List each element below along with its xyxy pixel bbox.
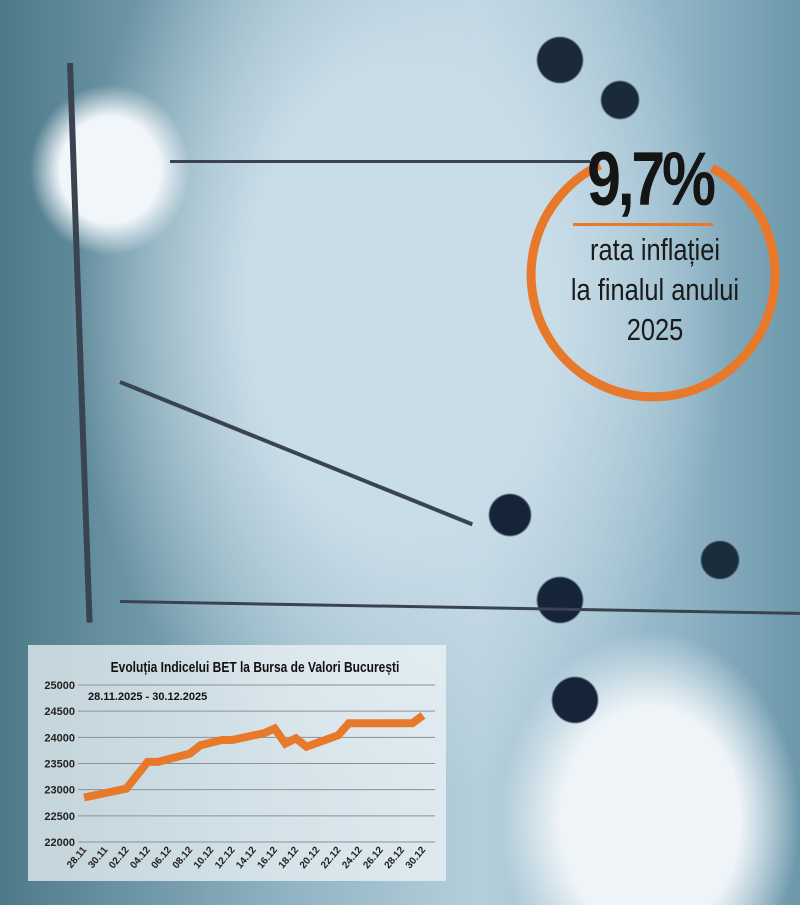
x-tick-label: 16.12 [255,845,280,872]
inflation-label-1: rata inflației [590,232,720,267]
y-tick-label: 23500 [44,759,75,771]
x-tick-label: 24.12 [340,845,365,872]
x-tick-label: 28.12 [383,845,408,872]
x-tick-label: 12.12 [213,845,238,872]
y-tick-label: 24500 [44,706,75,718]
y-tick-label: 25000 [44,680,75,692]
x-tick-label: 26.12 [361,845,386,872]
x-tick-label: 18.12 [277,845,302,872]
bet-series-line [83,712,426,802]
chart-title: Evoluția Indicelui BET la Bursa de Valor… [111,659,400,676]
x-tick-label: 14.12 [234,845,259,872]
chart-subtitle: 28.11.2025 - 30.12.2025 [88,691,207,703]
y-tick-label: 22000 [44,837,75,849]
x-tick-label: 08.12 [171,845,196,872]
x-tick-label: 04.12 [128,845,153,872]
x-tick-label: 30.11 [86,845,110,871]
inflation-label-2: la finalul anului [570,272,740,307]
branch [170,160,590,163]
x-tick-label: 20.12 [298,845,323,872]
x-tick-label: 10.12 [192,845,217,872]
y-tick-label: 23000 [44,785,75,797]
y-tick-label: 22500 [44,811,75,823]
x-tick-label: 02.12 [107,845,132,872]
x-tick-label: 06.12 [150,845,175,872]
divider [573,223,713,226]
inflation-value: 9,7% [587,137,716,222]
x-tick-label: 30.12 [404,845,429,872]
x-tick-label: 22.12 [319,845,344,872]
inflation-label-3: 2025 [626,312,684,347]
y-tick-label: 24000 [44,732,75,744]
